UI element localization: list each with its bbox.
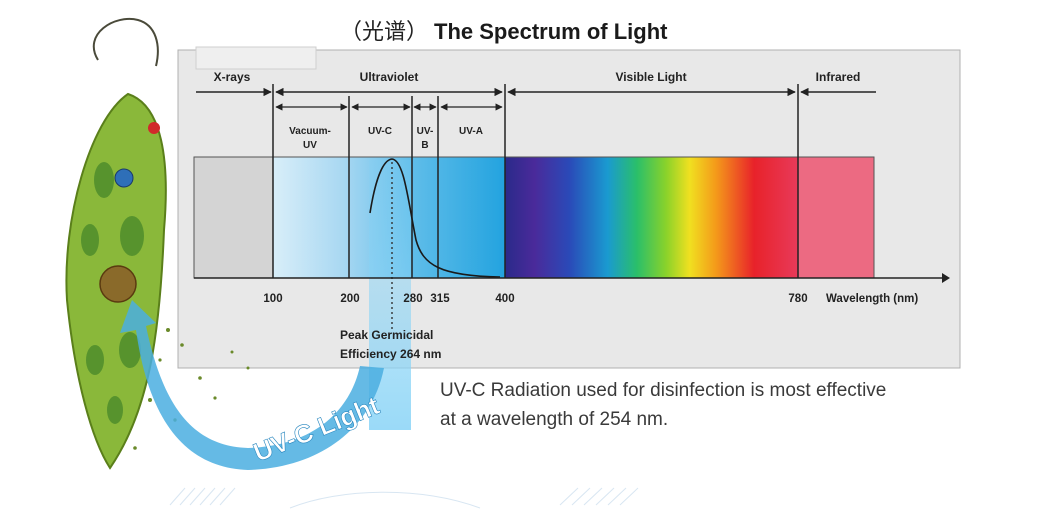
axis-label: Wavelength (nm): [826, 293, 918, 305]
label-uvc: UV-C: [368, 126, 392, 137]
infrared-band: [797, 156, 875, 279]
label-uvb-1: UV-: [417, 126, 434, 137]
peak-note-line2: Efficiency 264 nm: [340, 347, 441, 361]
uvc-light-arrow: [120, 300, 384, 470]
label-ultraviolet: Ultraviolet: [360, 70, 419, 84]
tab-placeholder: [195, 46, 317, 70]
debris-particles: [133, 328, 250, 450]
label-visible-light: Visible Light: [615, 70, 686, 84]
eyespot: [148, 122, 160, 134]
tick-100: 100: [263, 293, 282, 305]
chloroplast: [86, 345, 104, 375]
tick-315: 315: [430, 293, 450, 305]
decorative-lines: [169, 487, 639, 509]
germicidal-curve: [369, 158, 501, 278]
chloroplast: [94, 162, 114, 198]
tick-200: 200: [340, 293, 359, 305]
axis-arrowhead: [942, 273, 950, 283]
label-vacuum-uv-2: UV: [303, 140, 317, 151]
organism-illustration: [65, 17, 167, 470]
visible-band: [504, 156, 799, 279]
label-infrared: Infrared: [816, 70, 861, 84]
label-uva: UV-A: [459, 126, 483, 137]
chloroplast: [120, 216, 144, 256]
tick-780: 780: [788, 293, 807, 305]
title-english: The Spectrum of Light: [434, 19, 668, 44]
flagellum: [92, 17, 159, 67]
uvc-light-label: UV-C Light: [249, 390, 384, 468]
nucleus: [99, 265, 137, 303]
chloroplast: [119, 332, 141, 368]
vacuole: [114, 168, 134, 188]
tick-400: 400: [495, 293, 514, 305]
xray-band: [193, 156, 274, 279]
label-uvb-2: B: [421, 140, 428, 151]
caption-line2: at a wavelength of 254 nm.: [440, 409, 669, 430]
peak-note-line1: Peak Germicidal: [340, 328, 433, 342]
chloroplast: [107, 396, 123, 424]
chloroplast: [81, 224, 99, 256]
title-chinese: （光谱）: [340, 20, 429, 45]
tick-280: 280: [403, 293, 422, 305]
diagram-title: （光谱） The Spectrum of Light: [340, 14, 667, 46]
label-xrays: X-rays: [214, 70, 251, 84]
label-vacuum-uv-1: Vacuum-: [289, 126, 331, 137]
caption-line1: UV-C Radiation used for disinfection is …: [440, 380, 887, 401]
caption: UV-C Radiation used for disinfection is …: [440, 376, 1000, 434]
